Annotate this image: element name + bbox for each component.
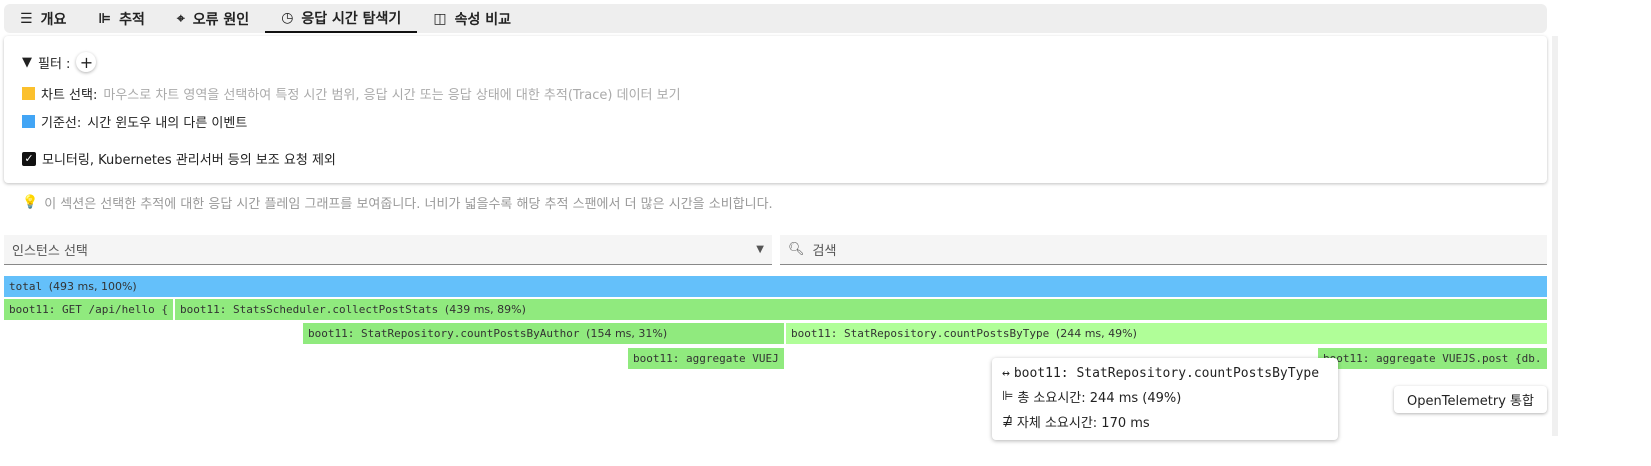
compare-icon: ◫ bbox=[433, 10, 447, 27]
crosshair-icon: ⌖ bbox=[176, 10, 185, 27]
filter-panel: ▼ 필터 : + 차트 선택: 마우스로 차트 영역을 선택하여 특정 시간 범위, … bbox=[4, 36, 1547, 183]
flame-bar[interactable]: boot11: aggregate VUEJ bbox=[628, 348, 784, 369]
tab-error-cause[interactable]: ⌖ 오류 원인 bbox=[176, 10, 250, 28]
exclude-checkbox[interactable]: ✓ 모니터링, Kubernetes 관리서버 등의 보조 요청 제외 bbox=[22, 149, 336, 168]
selection-swatch bbox=[22, 87, 35, 100]
check-icon: ✓ bbox=[22, 151, 36, 166]
flame-bar[interactable]: boot11: StatsScheduler.collectPostStats … bbox=[175, 299, 1547, 320]
dropdown-arrow-icon: ▼ bbox=[756, 244, 764, 255]
baseline-swatch bbox=[22, 115, 35, 128]
tab-response-time-explorer[interactable]: ◷ 응답 시간 탐색기 bbox=[265, 4, 418, 33]
search-icon: 🔍︎ bbox=[788, 242, 805, 257]
self-time-icon: ⋣ bbox=[1002, 414, 1013, 429]
total-time-icon: ⊫ bbox=[1002, 389, 1014, 404]
clock-icon: ◷ bbox=[281, 9, 294, 26]
flame-bar[interactable]: boot11: aggregate VUEJS.post {db. bbox=[1318, 348, 1547, 369]
flame-bar[interactable]: boot11: StatRepository.countPostsByAutho… bbox=[303, 323, 784, 344]
search-input[interactable]: 🔍︎ 검색 bbox=[780, 235, 1547, 265]
list-icon: ☰ bbox=[20, 10, 33, 27]
flame-bar[interactable]: boot11: GET /api/hello { bbox=[4, 299, 173, 320]
instance-select[interactable]: 인스턴스 선택 ▼ bbox=[4, 235, 772, 265]
tab-traces[interactable]: ⊫ 추적 bbox=[98, 10, 145, 28]
tab-overview[interactable]: ☰ 개요 bbox=[20, 10, 67, 28]
tab-attribute-compare[interactable]: ◫ 속성 비교 bbox=[433, 10, 511, 28]
scrollbar[interactable] bbox=[1552, 36, 1558, 436]
width-icon: ↔ bbox=[1002, 366, 1010, 381]
hint-text: 💡 이 섹션은 선택한 추적에 대한 응답 시간 플레임 그래프를 보여줍니다. … bbox=[22, 195, 773, 212]
filter-icon: ▼ bbox=[22, 54, 32, 70]
tab-bar: ☰ 개요 ⊫ 추적 ⌖ 오류 원인 ◷ 응답 시간 탐색기 ◫ 속성 비교 bbox=[4, 4, 1547, 33]
add-filter-button[interactable]: + bbox=[76, 52, 96, 72]
flame-bar[interactable]: boot11: StatRepository.countPostsByType … bbox=[786, 323, 1547, 344]
trace-icon: ⊫ bbox=[98, 10, 112, 27]
opentelemetry-button[interactable]: OpenTelemetry 통합 bbox=[1394, 386, 1547, 413]
flame-bar[interactable]: total (493 ms, 100%) bbox=[4, 276, 1547, 297]
span-tooltip: ↔ boot11: StatRepository.countPostsByType… bbox=[992, 358, 1338, 440]
lightbulb-icon: 💡 bbox=[22, 195, 39, 210]
